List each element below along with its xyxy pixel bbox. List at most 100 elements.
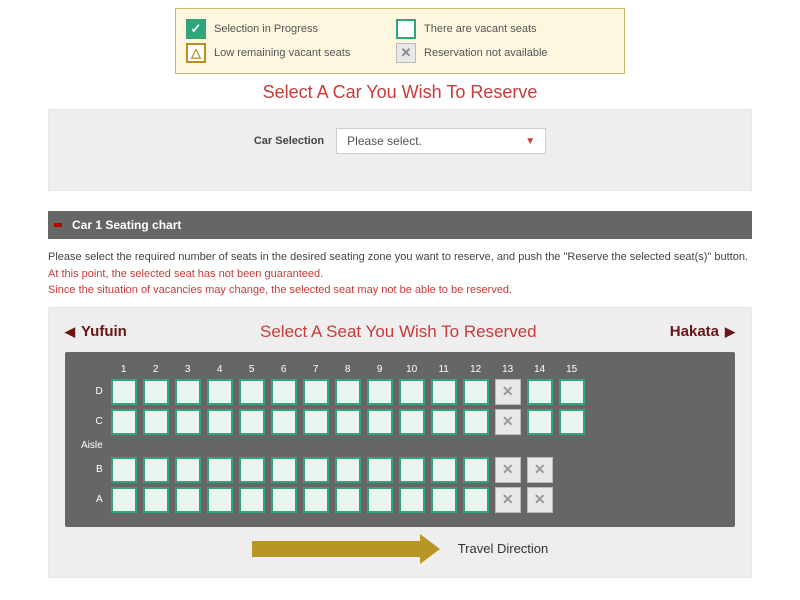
seat-vacant[interactable] bbox=[111, 379, 137, 405]
seat-vacant[interactable] bbox=[431, 379, 457, 405]
legend-selection-label: Selection in Progress bbox=[214, 23, 318, 35]
col-header: 2 bbox=[143, 364, 169, 375]
seat-vacant[interactable] bbox=[367, 487, 393, 513]
seat-vacant[interactable] bbox=[239, 457, 265, 483]
seat-vacant[interactable] bbox=[463, 487, 489, 513]
seat-vacant[interactable] bbox=[143, 457, 169, 483]
seat-vacant[interactable] bbox=[463, 379, 489, 405]
seat-vacant[interactable] bbox=[271, 487, 297, 513]
seat-na: ✕ bbox=[495, 409, 521, 435]
seat-na: ✕ bbox=[527, 457, 553, 483]
seat-vacant[interactable] bbox=[111, 457, 137, 483]
seat-vacant[interactable] bbox=[175, 379, 201, 405]
seat-vacant[interactable] bbox=[175, 409, 201, 435]
seat-vacant[interactable] bbox=[303, 457, 329, 483]
chevron-down-icon: ▼ bbox=[525, 136, 535, 147]
seat-vacant[interactable] bbox=[335, 379, 361, 405]
instruction-warn2: Since the situation of vacancies may cha… bbox=[48, 282, 752, 299]
legend-few-icon: △ bbox=[186, 43, 206, 63]
col-header: 11 bbox=[431, 364, 457, 375]
legend-vacant-icon bbox=[396, 19, 416, 39]
seat-vacant[interactable] bbox=[527, 379, 553, 405]
seat-vacant[interactable] bbox=[367, 457, 393, 483]
legend-vacant-label: There are vacant seats bbox=[424, 23, 537, 35]
col-header: 1 bbox=[111, 364, 137, 375]
row-label: C bbox=[81, 409, 105, 435]
seat-vacant[interactable] bbox=[143, 409, 169, 435]
seat-vacant[interactable] bbox=[399, 457, 425, 483]
seat-vacant[interactable] bbox=[335, 409, 361, 435]
legend-na-label: Reservation not available bbox=[424, 47, 548, 59]
row-label: D bbox=[81, 379, 105, 405]
row-label: B bbox=[81, 457, 105, 483]
seat-grid: 123456789101112131415D✕C✕AisleB✕✕A✕✕ bbox=[65, 352, 735, 527]
seat-vacant[interactable] bbox=[335, 457, 361, 483]
seat-vacant[interactable] bbox=[559, 379, 585, 405]
seat-vacant[interactable] bbox=[143, 487, 169, 513]
col-header: 5 bbox=[239, 364, 265, 375]
col-header: 8 bbox=[335, 364, 361, 375]
direction-left: ◀ Yufuin bbox=[65, 323, 127, 340]
col-header: 12 bbox=[463, 364, 489, 375]
seat-vacant[interactable] bbox=[143, 379, 169, 405]
seat-vacant[interactable] bbox=[271, 457, 297, 483]
seat-vacant[interactable] bbox=[239, 379, 265, 405]
seat-vacant[interactable] bbox=[463, 409, 489, 435]
seat-na: ✕ bbox=[495, 379, 521, 405]
seat-vacant[interactable] bbox=[463, 457, 489, 483]
seat-vacant[interactable] bbox=[207, 457, 233, 483]
col-header: 3 bbox=[175, 364, 201, 375]
seat-vacant[interactable] bbox=[367, 379, 393, 405]
col-header: 7 bbox=[303, 364, 329, 375]
seat-vacant[interactable] bbox=[175, 457, 201, 483]
legend-box: ✓ Selection in Progress There are vacant… bbox=[175, 8, 625, 74]
seat-vacant[interactable] bbox=[207, 379, 233, 405]
left-triangle-icon: ◀ bbox=[65, 324, 75, 340]
seat-vacant[interactable] bbox=[303, 409, 329, 435]
seat-vacant[interactable] bbox=[303, 487, 329, 513]
legend-few-label: Low remaining vacant seats bbox=[214, 47, 350, 59]
col-header: 15 bbox=[559, 364, 585, 375]
legend-na-icon: ✕ bbox=[396, 43, 416, 63]
seat-vacant[interactable] bbox=[399, 379, 425, 405]
seat-vacant[interactable] bbox=[239, 487, 265, 513]
seat-vacant[interactable] bbox=[431, 457, 457, 483]
col-header: 14 bbox=[527, 364, 553, 375]
legend-selection-icon: ✓ bbox=[186, 19, 206, 39]
row-label-aisle: Aisle bbox=[81, 439, 105, 453]
travel-direction-label: Travel Direction bbox=[458, 541, 549, 556]
seat-panel: ◀ Yufuin Select A Seat You Wish To Reser… bbox=[48, 307, 752, 578]
instruction-line1: Please select the required number of sea… bbox=[48, 249, 752, 266]
col-header: 10 bbox=[399, 364, 425, 375]
seat-vacant[interactable] bbox=[431, 487, 457, 513]
seat-vacant[interactable] bbox=[367, 409, 393, 435]
seat-vacant[interactable] bbox=[271, 409, 297, 435]
seat-vacant[interactable] bbox=[399, 487, 425, 513]
seat-vacant[interactable] bbox=[239, 409, 265, 435]
seat-vacant[interactable] bbox=[111, 409, 137, 435]
col-header: 4 bbox=[207, 364, 233, 375]
right-triangle-icon: ▶ bbox=[725, 324, 735, 340]
seat-vacant[interactable] bbox=[335, 487, 361, 513]
seat-vacant[interactable] bbox=[527, 409, 553, 435]
seat-vacant[interactable] bbox=[207, 409, 233, 435]
seat-vacant[interactable] bbox=[271, 379, 297, 405]
seating-chart-header: Car 1 Seating chart bbox=[48, 211, 752, 239]
direction-right: Hakata ▶ bbox=[670, 323, 735, 340]
col-header: 6 bbox=[271, 364, 297, 375]
seat-vacant[interactable] bbox=[431, 409, 457, 435]
seat-vacant[interactable] bbox=[207, 487, 233, 513]
car-select-dropdown[interactable]: Please select. ▼ bbox=[336, 128, 546, 154]
seating-chart-title: Car 1 Seating chart bbox=[72, 218, 181, 232]
car-select-value: Please select. bbox=[347, 134, 422, 148]
seat-vacant[interactable] bbox=[559, 409, 585, 435]
row-label: A bbox=[81, 487, 105, 513]
seat-vacant[interactable] bbox=[111, 487, 137, 513]
travel-direction-arrow-icon bbox=[252, 541, 422, 557]
seat-vacant[interactable] bbox=[303, 379, 329, 405]
seat-vacant[interactable] bbox=[399, 409, 425, 435]
seat-na: ✕ bbox=[495, 487, 521, 513]
car-select-label: Car Selection bbox=[254, 135, 324, 147]
seat-na: ✕ bbox=[527, 487, 553, 513]
seat-vacant[interactable] bbox=[175, 487, 201, 513]
